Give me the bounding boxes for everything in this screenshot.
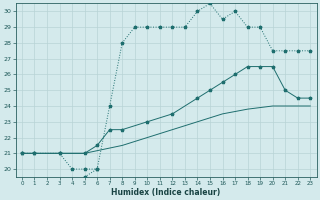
X-axis label: Humidex (Indice chaleur): Humidex (Indice chaleur) [111,188,221,197]
